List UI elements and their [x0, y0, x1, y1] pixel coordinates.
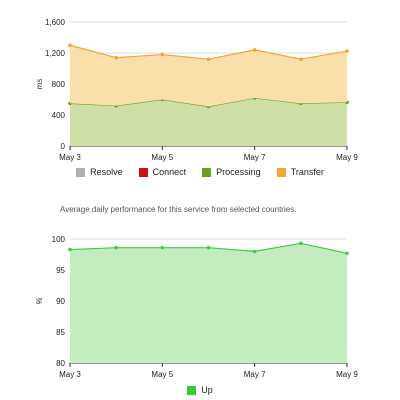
uptime-point-up[interactable]: [114, 245, 118, 250]
latency-legend: Resolve Connect Processing Transfer: [0, 167, 400, 177]
chart-description: Average daily performance for this servi…: [60, 205, 297, 214]
uptime-point-up[interactable]: [345, 251, 349, 256]
latency-point-transfer[interactable]: [206, 57, 211, 61]
latency-legend-item-resolve[interactable]: Resolve: [76, 167, 123, 177]
latency-y-tick-label: 1,200: [45, 49, 66, 58]
uptime-chart: 80 85 90 95 100% May 3 May 5 May 7 May 9: [35, 235, 358, 379]
latency-point-transfer[interactable]: [114, 55, 118, 60]
uptime-x-tick-label: May 3: [59, 370, 81, 379]
latency-x-tick-label: May 3: [59, 153, 81, 162]
latency-legend-swatch: [202, 167, 212, 177]
uptime-point-up[interactable]: [160, 245, 165, 250]
uptime-legend-label: Up: [201, 385, 213, 395]
uptime-legend: Up: [0, 385, 400, 395]
latency-x-tick-label: May 7: [244, 153, 266, 162]
latency-point-transfer[interactable]: [345, 49, 349, 53]
latency-area-transfer: [70, 45, 347, 107]
uptime-x-tick-label: May 5: [151, 370, 173, 379]
uptime-point-up[interactable]: [252, 249, 257, 254]
latency-legend-item-connect[interactable]: Connect: [138, 167, 187, 177]
uptime-x-tick-label: May 7: [244, 370, 266, 379]
latency-legend-label: Connect: [152, 167, 187, 177]
latency-point-transfer[interactable]: [252, 48, 257, 52]
latency-chart: 0 400 800 1,200 1,600 ms May 3 May 5 May 7 May 9: [35, 18, 358, 162]
uptime-point-up[interactable]: [206, 245, 211, 250]
latency-y-tick-label: 0: [61, 142, 66, 151]
latency-y-axis-title: ms: [35, 79, 44, 90]
latency-point-transfer[interactable]: [160, 52, 165, 57]
latency-legend-label: Transfer: [290, 167, 324, 177]
uptime-area-up: [70, 243, 347, 363]
latency-x-tick-label: May 5: [151, 153, 173, 162]
uptime-y-tick-label: 90: [56, 297, 65, 306]
latency-legend-item-processing[interactable]: Processing: [202, 167, 261, 177]
uptime-y-tick-label: 95: [56, 266, 65, 275]
latency-y-tick-label: 400: [52, 111, 66, 120]
latency-legend-swatch: [76, 167, 86, 177]
latency-area-processing: [70, 97, 347, 146]
uptime-y-axis-title: %: [35, 297, 44, 304]
uptime-point-up[interactable]: [68, 247, 72, 252]
latency-point-transfer[interactable]: [68, 43, 72, 48]
uptime-x-tick-label: May 9: [336, 370, 358, 379]
latency-x-tick-label: May 9: [336, 153, 358, 162]
uptime-legend-swatch: [187, 385, 197, 395]
latency-y-tick-label: 800: [52, 80, 66, 89]
uptime-y-tick-label: 80: [56, 359, 65, 368]
latency-legend-swatch: [276, 167, 286, 177]
latency-legend-item-transfer[interactable]: Transfer: [276, 167, 324, 177]
latency-y-tick-label: 1,600: [45, 18, 66, 27]
latency-legend-label: Processing: [216, 167, 261, 177]
latency-legend-label: Resolve: [90, 167, 123, 177]
latency-point-transfer[interactable]: [299, 57, 303, 61]
uptime-point-up[interactable]: [299, 241, 303, 246]
latency-legend-swatch: [138, 167, 148, 177]
uptime-legend-item-up[interactable]: Up: [187, 385, 213, 395]
uptime-y-tick-label: 100: [52, 235, 66, 244]
uptime-y-tick-label: 85: [56, 328, 65, 337]
